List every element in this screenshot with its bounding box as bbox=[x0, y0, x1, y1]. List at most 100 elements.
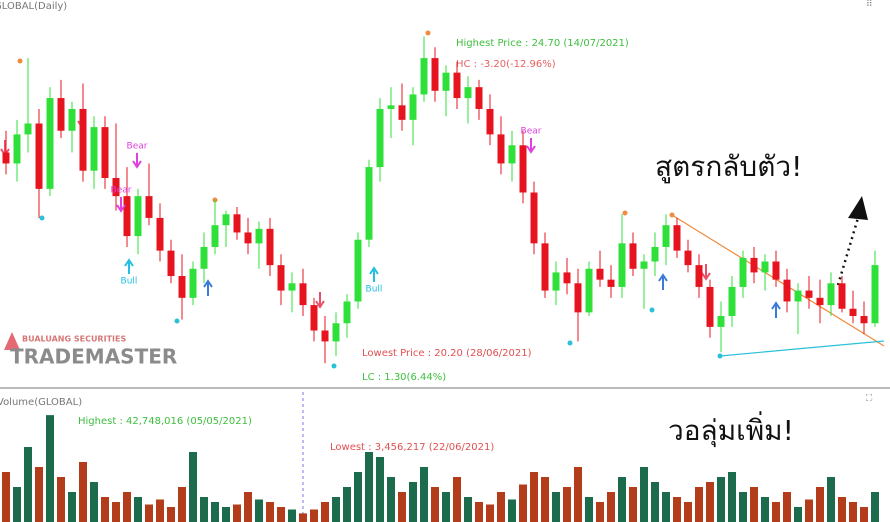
volume-bar bbox=[387, 477, 395, 522]
markers bbox=[0, 30, 781, 369]
candle-body bbox=[739, 257, 747, 287]
volume-bar bbox=[563, 487, 571, 522]
candle-body bbox=[717, 315, 725, 327]
change-label: HC : -3.20(-12.96%) bbox=[456, 59, 556, 70]
volume-bar bbox=[783, 492, 791, 522]
candle-body bbox=[618, 243, 626, 287]
volume-bar bbox=[717, 477, 725, 522]
volume-bar bbox=[101, 497, 109, 522]
volume-bar bbox=[838, 497, 846, 522]
signal-arrow bbox=[116, 197, 126, 213]
candle-body bbox=[57, 98, 65, 131]
volume-bar bbox=[442, 492, 450, 522]
candle-body bbox=[189, 268, 197, 298]
candle-body bbox=[574, 283, 582, 313]
volume-bar bbox=[750, 487, 758, 522]
peak-dot bbox=[669, 212, 675, 218]
candle-body bbox=[849, 308, 857, 316]
annotation-arrowhead bbox=[848, 196, 868, 220]
volume-bar bbox=[277, 507, 285, 522]
peak-dot bbox=[622, 210, 628, 216]
candle-body bbox=[299, 283, 307, 306]
candle-body bbox=[541, 243, 549, 291]
volume-bar bbox=[409, 482, 417, 522]
window-icon[interactable]: ⠿ bbox=[866, 0, 873, 10]
trend-line bbox=[671, 214, 885, 347]
volume-bar bbox=[596, 502, 604, 522]
logo-company: BUALUANG SECURITIES bbox=[22, 335, 126, 344]
volume-bar bbox=[794, 507, 802, 522]
candle-body bbox=[365, 167, 373, 240]
volume-bar bbox=[57, 477, 65, 522]
volume-bar bbox=[310, 509, 318, 522]
lowest-label: Lowest Price : 20.20 (28/06/2021) bbox=[362, 348, 532, 359]
signal-label: Bear bbox=[127, 142, 148, 152]
candle-body bbox=[420, 58, 428, 95]
trough-dot bbox=[39, 215, 45, 221]
candle-body bbox=[79, 108, 87, 171]
candle-body bbox=[277, 265, 285, 291]
candle-body bbox=[123, 196, 131, 237]
volume-bar bbox=[420, 467, 428, 522]
candle-body bbox=[475, 87, 483, 109]
candle-body bbox=[244, 232, 252, 244]
chart-title: GLOBAL(Daily) bbox=[0, 1, 67, 12]
candle-body bbox=[354, 239, 362, 302]
candle-body bbox=[761, 261, 769, 273]
sell-arrow bbox=[701, 264, 711, 281]
candle-body bbox=[13, 134, 21, 164]
volume-bar bbox=[574, 467, 582, 522]
volume-bar bbox=[827, 477, 835, 522]
volume-bar bbox=[134, 497, 142, 522]
candle-body bbox=[46, 98, 54, 189]
candle-body bbox=[651, 246, 659, 262]
volume-bar bbox=[299, 513, 307, 522]
volume-bar bbox=[13, 487, 21, 522]
volume-bar bbox=[343, 487, 351, 522]
volume-bar bbox=[618, 477, 626, 522]
volume-bar bbox=[497, 492, 505, 522]
volume-bar bbox=[519, 484, 527, 522]
trough-dot bbox=[331, 363, 337, 369]
volume-bar bbox=[112, 502, 120, 522]
volume-bar bbox=[541, 477, 549, 522]
annotation-note: สูตรกลับตัว! bbox=[655, 150, 802, 184]
volume-bar bbox=[233, 504, 241, 522]
candle-body bbox=[563, 272, 571, 284]
volume-bar bbox=[475, 502, 483, 522]
volume-bar bbox=[178, 487, 186, 522]
candle-body bbox=[156, 217, 164, 251]
signal-arrow bbox=[132, 153, 142, 169]
volume-bar bbox=[871, 492, 879, 522]
buy-arrow bbox=[203, 279, 213, 296]
candle-body bbox=[134, 196, 142, 237]
volume-bar bbox=[222, 507, 230, 522]
volume-bar bbox=[354, 472, 362, 522]
volume-bar bbox=[244, 492, 252, 522]
window-icon[interactable]: ⛶ bbox=[865, 393, 873, 404]
candle-body bbox=[68, 108, 76, 131]
candle-body bbox=[772, 261, 780, 280]
volume-bar bbox=[772, 502, 780, 522]
volume-bar bbox=[398, 492, 406, 522]
candle-body bbox=[706, 286, 714, 327]
candle-body bbox=[519, 145, 527, 193]
candle-body bbox=[805, 290, 813, 298]
volume-bar bbox=[156, 499, 164, 522]
annotation-arrow bbox=[836, 217, 860, 286]
volume-bar bbox=[662, 492, 670, 522]
trough-dot bbox=[649, 307, 655, 313]
signal-label: Bull bbox=[121, 277, 138, 287]
candle-body bbox=[343, 301, 351, 324]
candle-body bbox=[640, 261, 648, 269]
volume-bar bbox=[145, 504, 153, 522]
volume-bar bbox=[35, 467, 43, 522]
volume-bar bbox=[585, 497, 593, 522]
volume-bar bbox=[321, 502, 329, 522]
volume-title: Volume(GLOBAL) bbox=[0, 397, 82, 408]
candle-body bbox=[453, 72, 461, 99]
volume-bar bbox=[255, 499, 263, 522]
volume-bar bbox=[651, 482, 659, 522]
candle-body bbox=[431, 58, 439, 91]
signal-arrow bbox=[124, 258, 134, 274]
